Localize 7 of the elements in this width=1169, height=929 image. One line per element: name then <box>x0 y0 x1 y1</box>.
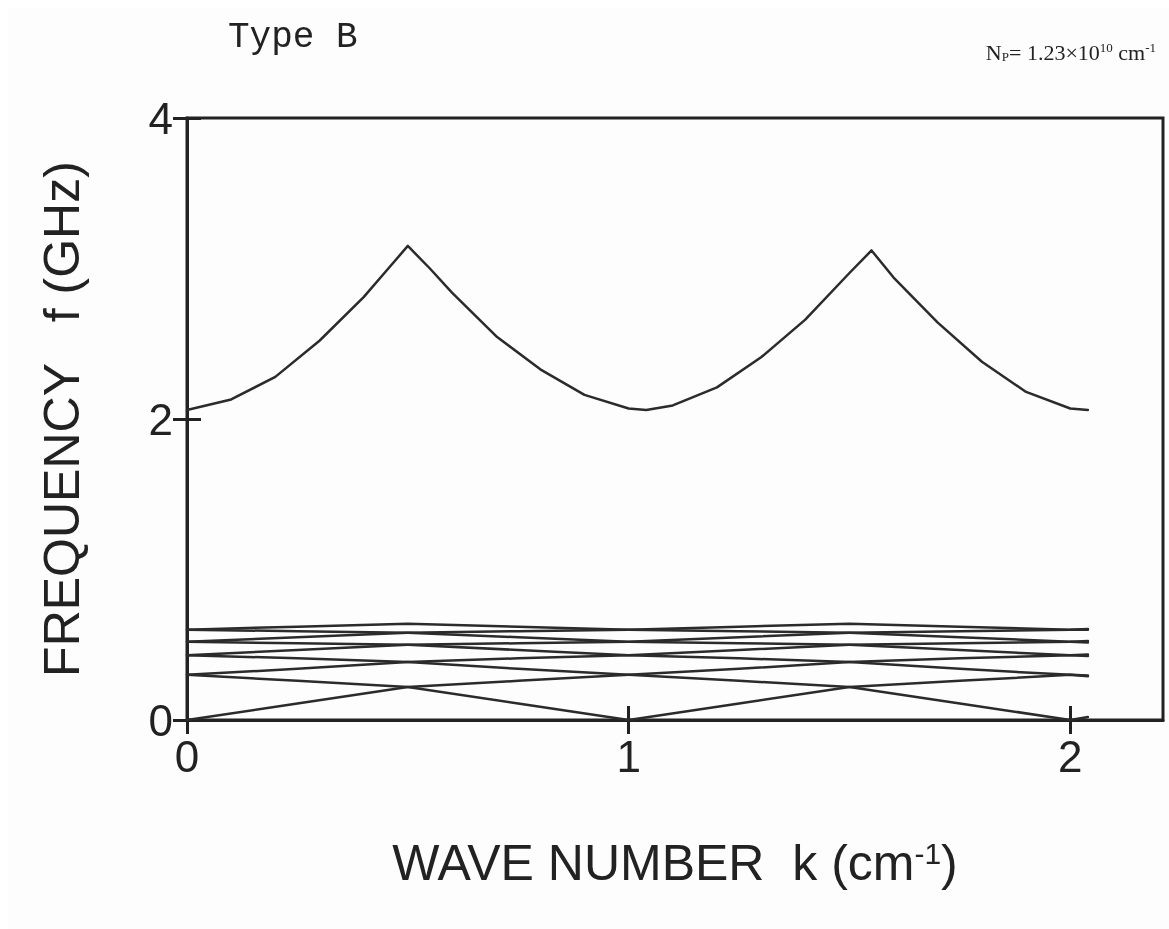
chart-title: Type B <box>228 16 358 58</box>
y-tick-label: 2 <box>148 394 173 444</box>
y-tick-label: 4 <box>148 93 173 143</box>
x-tick-label: 1 <box>616 731 641 781</box>
y-tick-label: 0 <box>148 695 173 745</box>
x-tick-label: 2 <box>1058 731 1083 781</box>
y-axis-title: FREQUENCY f (GHz) <box>34 161 90 677</box>
